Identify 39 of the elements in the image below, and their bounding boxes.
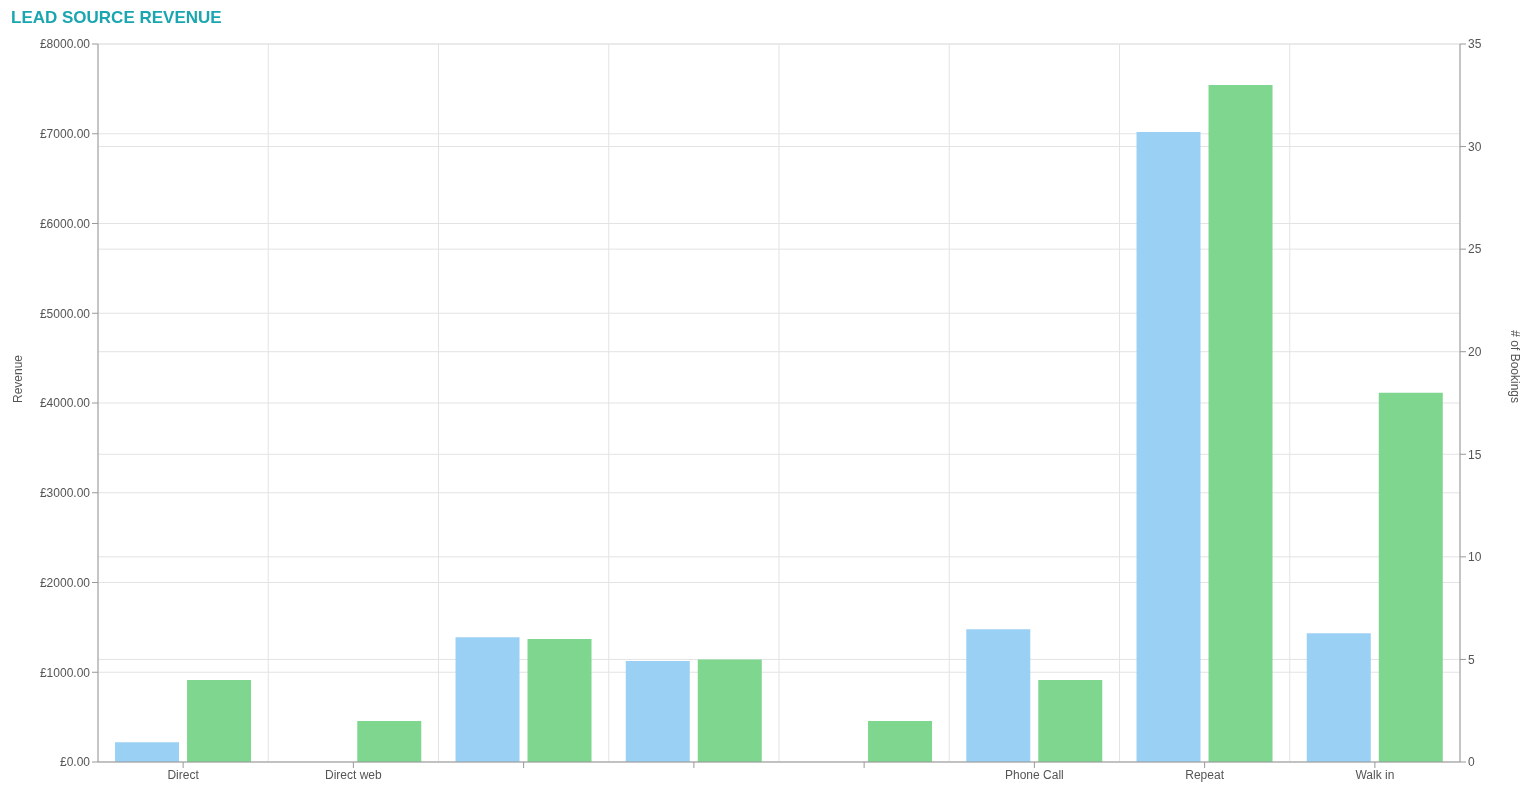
bar	[625, 661, 690, 762]
bar	[357, 720, 422, 762]
bar	[1306, 633, 1371, 762]
y-tick-label: £2000.00	[39, 575, 91, 590]
bar	[868, 720, 933, 762]
y2-axis-title: # of Bookings	[1507, 330, 1522, 403]
y2-tick-label: 30	[1468, 139, 1482, 154]
bar	[187, 679, 252, 762]
bar	[1208, 85, 1273, 762]
y2-tick-label: 35	[1468, 37, 1482, 52]
y-tick-label: £4000.00	[39, 396, 91, 411]
y2-tick-label: 25	[1468, 242, 1482, 257]
y-tick-label: £3000.00	[39, 486, 91, 501]
y2-tick-label: 0	[1468, 755, 1475, 770]
y-tick-label: £7000.00	[39, 127, 91, 142]
y-tick-label: £6000.00	[39, 216, 91, 231]
bar	[527, 638, 592, 762]
x-tick-label: Phone Call	[1005, 767, 1064, 782]
x-tick-label: Direct web	[325, 767, 383, 782]
x-tick-label: Repeat	[1185, 767, 1225, 782]
bar	[1038, 679, 1103, 762]
bar	[455, 637, 520, 762]
y2-tick-label: 5	[1468, 652, 1475, 667]
y-tick-label: £8000.00	[39, 37, 91, 52]
y2-tick-label: 10	[1468, 550, 1482, 565]
y2-tick-label: 15	[1468, 447, 1482, 462]
y-tick-label: £0.00	[59, 755, 91, 770]
x-tick-label: Direct	[167, 767, 200, 782]
y-tick-label: £1000.00	[39, 665, 91, 680]
bar	[1136, 131, 1201, 762]
x-tick-label: Walk in	[1355, 767, 1395, 782]
bar	[1378, 392, 1443, 762]
y-axis-title: Revenue	[11, 354, 26, 403]
bar	[115, 742, 180, 762]
bar	[966, 629, 1031, 762]
chart-title: LEAD SOURCE REVENUE	[11, 8, 223, 29]
bar	[697, 659, 762, 762]
y2-tick-label: 20	[1468, 344, 1482, 359]
y-tick-label: £5000.00	[39, 306, 91, 321]
